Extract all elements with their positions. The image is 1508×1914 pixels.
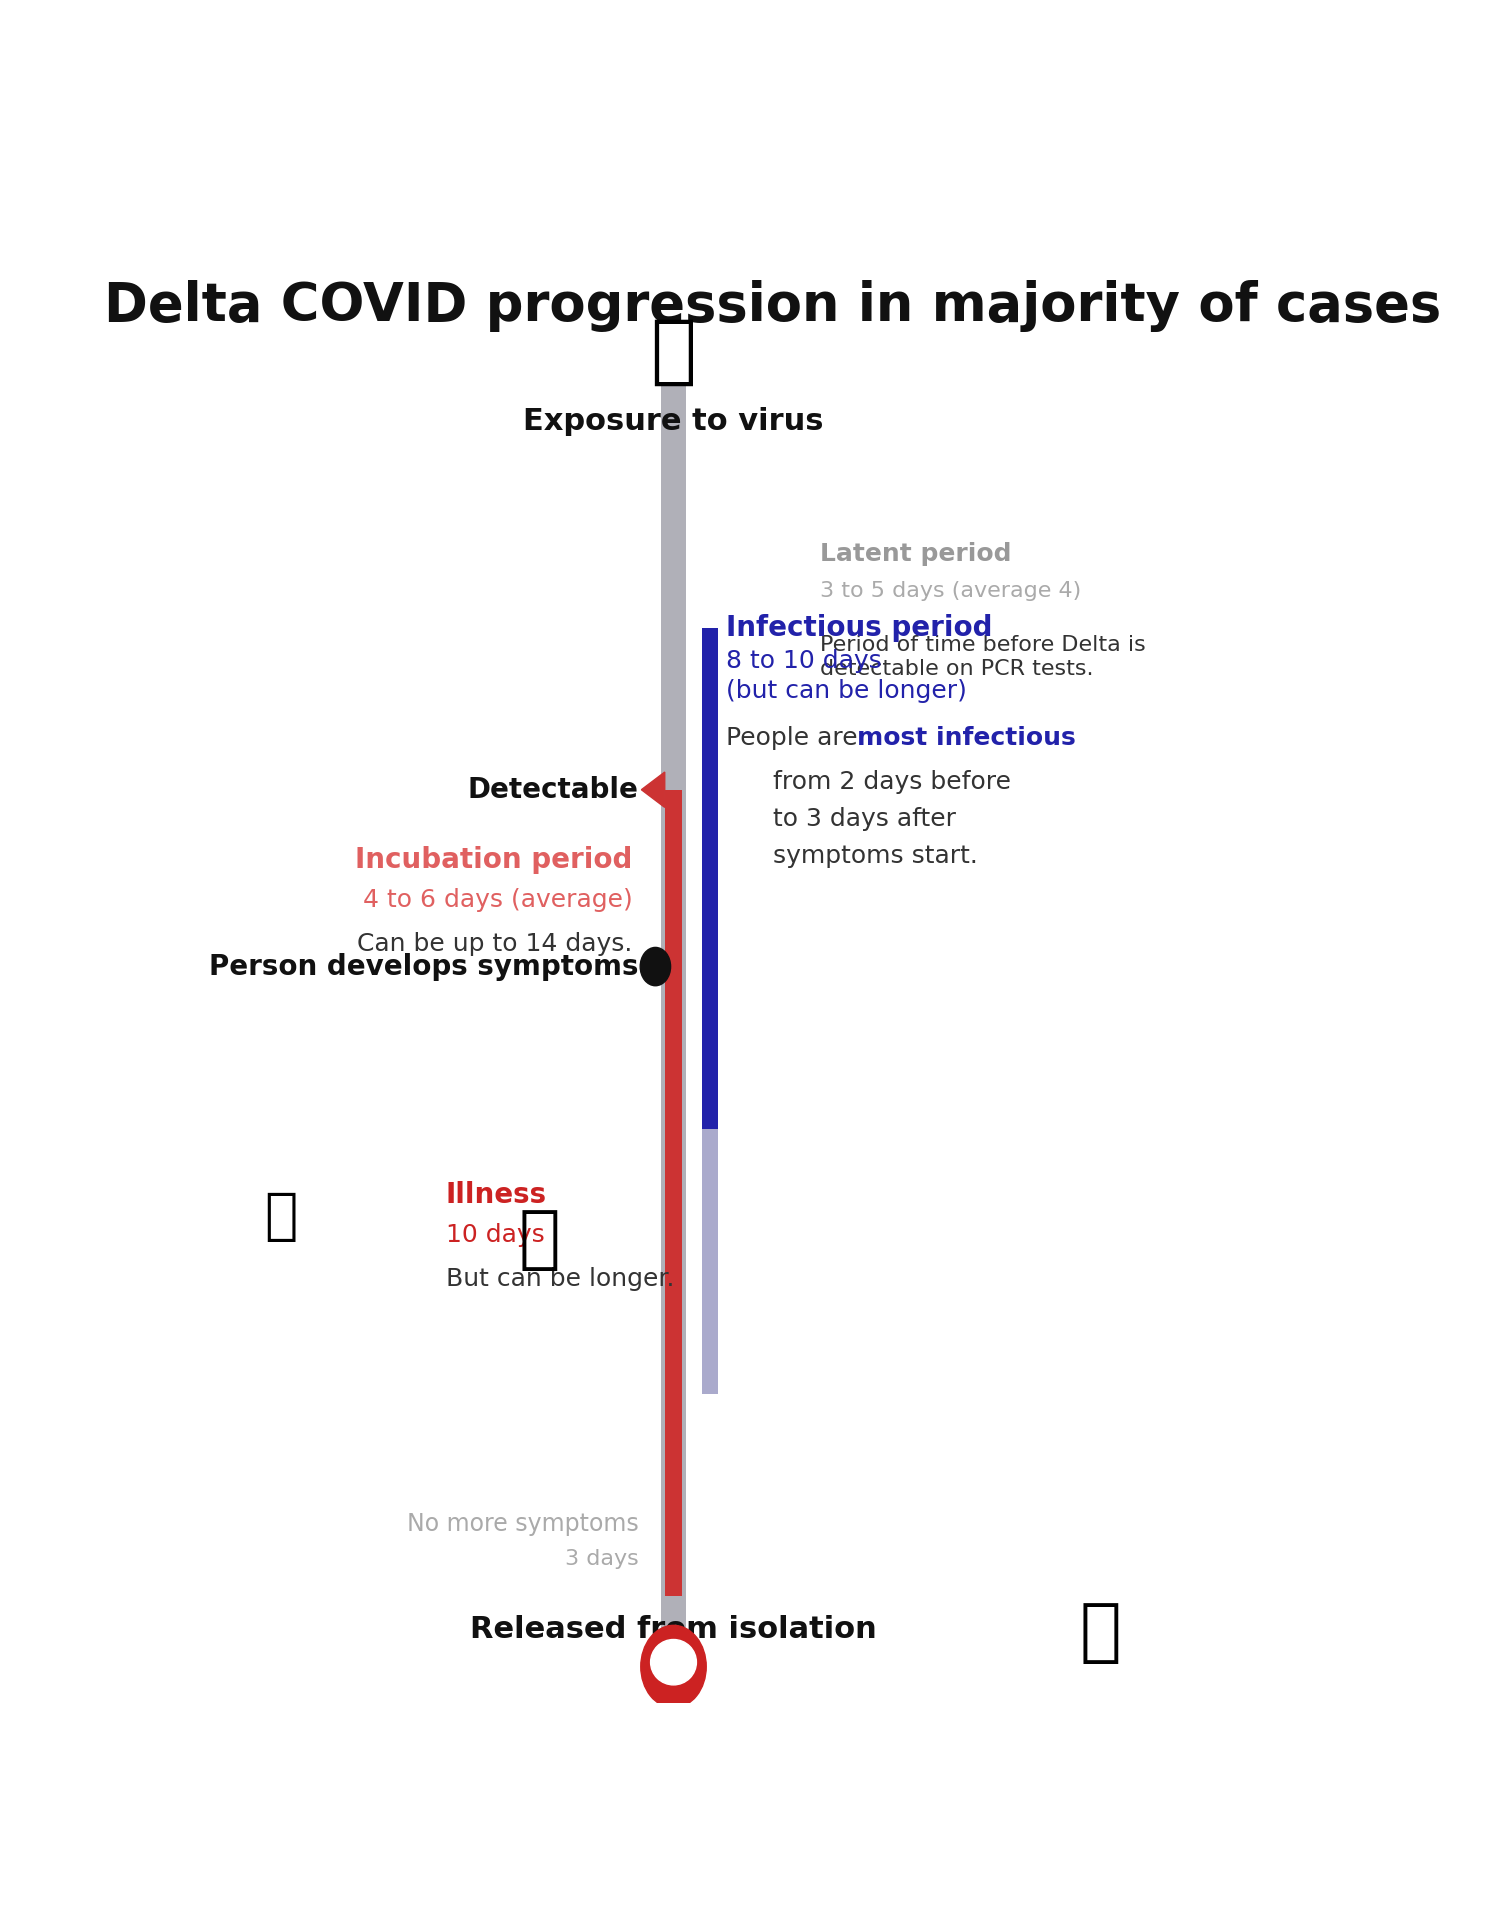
Text: Can be up to 14 days.: Can be up to 14 days. — [357, 932, 633, 957]
Ellipse shape — [650, 1640, 697, 1684]
Text: Incubation period: Incubation period — [356, 846, 633, 875]
Text: Released from isolation: Released from isolation — [470, 1615, 876, 1644]
Text: People are: People are — [727, 725, 866, 750]
Text: Latent period: Latent period — [820, 542, 1010, 567]
Text: 8 to 10 days
(but can be longer): 8 to 10 days (but can be longer) — [727, 649, 967, 702]
Circle shape — [641, 947, 671, 986]
Text: 🤒: 🤒 — [519, 1206, 559, 1273]
Text: 3 to 5 days (average 4): 3 to 5 days (average 4) — [820, 580, 1081, 601]
Text: 🤸: 🤸 — [1080, 1600, 1120, 1667]
Text: Delta COVID progression in majority of cases: Delta COVID progression in majority of c… — [104, 279, 1442, 333]
Text: to 3 days after: to 3 days after — [772, 808, 956, 831]
Bar — [701, 1129, 718, 1393]
Polygon shape — [645, 953, 665, 980]
Text: 🤧: 🤧 — [650, 316, 697, 389]
Text: from 2 days before: from 2 days before — [772, 769, 1010, 794]
Text: 4 to 6 days (average): 4 to 6 days (average) — [363, 888, 633, 913]
Text: Illness: Illness — [446, 1181, 547, 1210]
Polygon shape — [641, 771, 665, 808]
Text: Detectable: Detectable — [467, 775, 638, 804]
Bar — [701, 628, 718, 1129]
Bar — [661, 385, 686, 1636]
Text: Period of time before Delta is
detectable on PCR tests.: Period of time before Delta is detectabl… — [820, 635, 1146, 679]
Text: Infectious period: Infectious period — [727, 614, 992, 641]
Text: Exposure to virus: Exposure to virus — [523, 408, 823, 436]
Text: 🌡️: 🌡️ — [265, 1191, 299, 1244]
Text: 3 days: 3 days — [564, 1548, 638, 1569]
Text: most infectious: most infectious — [857, 725, 1075, 750]
Text: But can be longer.: But can be longer. — [446, 1267, 674, 1292]
Text: No more symptoms: No more symptoms — [407, 1512, 638, 1535]
Text: Person develops symptoms: Person develops symptoms — [210, 953, 638, 980]
Circle shape — [641, 1625, 706, 1707]
Text: 10 days: 10 days — [446, 1223, 544, 1246]
Text: symptoms start.: symptoms start. — [772, 844, 977, 869]
Bar — [665, 790, 682, 1596]
